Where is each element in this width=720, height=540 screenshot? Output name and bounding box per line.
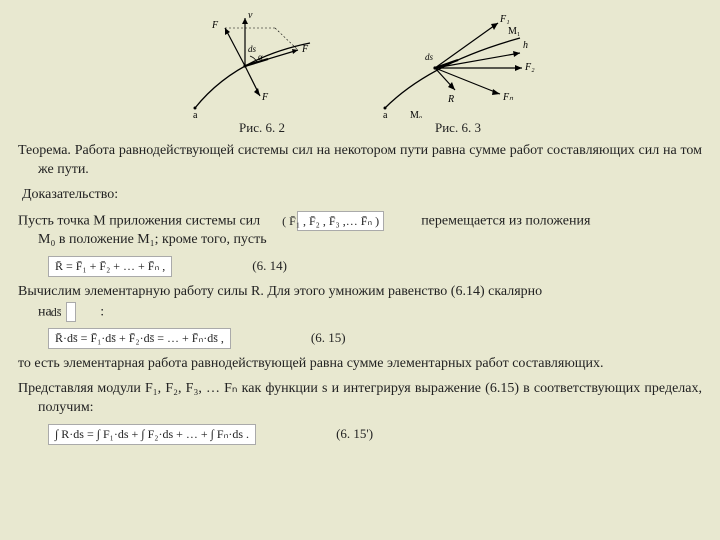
ds-inline-eq: ds̄ [66,302,76,322]
let-point-line: Пусть точка M приложения системы сил ( F… [18,211,702,250]
caption-6-3: Рис. 6. 3 [435,120,481,136]
let-point-3: M₀ в положение M₁; кроме того, пусть [38,232,267,247]
eq614-body: R̄ = F̄₁ + F̄₂ + … + F̄ₙ , [48,256,172,277]
fig63-label-h: h [523,40,528,51]
fig63-label-ds: ds [425,52,434,62]
eq615b-body: ∫ R·ds = ∫ F₁·ds + ∫ F₂·ds + … + ∫ Fₙ·ds… [48,424,256,445]
fig62-label-Fs: F [261,92,269,103]
eq615-body: R̄·ds̄ = F̄₁·ds̄ + F̄₂·ds̄ = … + F̄ₙ·ds̄… [48,328,231,349]
fig63-label-M1: M₁ [508,26,520,37]
calc-line: Вычислим элементарную работу силы R. Для… [18,283,702,322]
proof-label: Доказательство: [22,186,702,205]
theorem-text: Теорема. Работа равнодействующей системы… [18,142,702,180]
figure-captions: Рис. 6. 2 Рис. 6. 3 [18,120,702,136]
equation-6-15b: ∫ R·ds = ∫ F₁·ds + ∫ F₂·ds + … + ∫ Fₙ·ds… [48,424,702,445]
eq615-num: (6. 15) [311,330,346,346]
eq614-num: (6. 14) [252,258,287,274]
equation-6-15: R̄·ds̄ = F̄₁·ds̄ + F̄₂·ds̄ = … + F̄ₙ·ds̄… [48,328,702,349]
equation-6-14: R̄ = F̄₁ + F̄₂ + … + F̄ₙ , (6. 14) [48,256,702,277]
fig62-label-a: a [193,110,198,118]
eq615b-num: (6. 15') [336,426,373,442]
fig62-label-ds: ds [248,44,257,54]
caption-6-2: Рис. 6. 2 [239,120,285,136]
fig62-label-alpha: α [258,52,263,62]
figure-6-2: a F ds v F F [180,8,330,118]
forces-inline-eq: ( F̄₁ , F̄₂ , F̄₃ ,… F̄ₙ ) [297,211,384,231]
figures-row: a F ds v F F [18,8,702,118]
fig63-label-Fn: Fₙ [502,92,514,103]
fig63-label-F1: F₁ [499,14,510,25]
that-is-text: то есть элементарная работа равнодейству… [18,355,702,374]
fig63-label-M0: M₀ [410,110,423,118]
fig63-label-F2: F₂ [524,62,535,73]
fig62-label-v: v [248,10,253,21]
let-point-2: перемещается из положения [421,213,590,228]
let-point-1: Пусть точка M приложения системы сил [18,213,260,228]
fig62-label-Fv: F [211,20,219,31]
fig62-label-F: F [301,44,309,55]
fig63-label-a: a [383,110,388,118]
represent-text: Представляя модули F₁, F₂, F₃, … Fₙ как … [18,380,702,418]
figure-6-3: a M₀ ds R F₁ M₁ h [370,8,540,118]
fig63-label-R: R [447,94,454,105]
